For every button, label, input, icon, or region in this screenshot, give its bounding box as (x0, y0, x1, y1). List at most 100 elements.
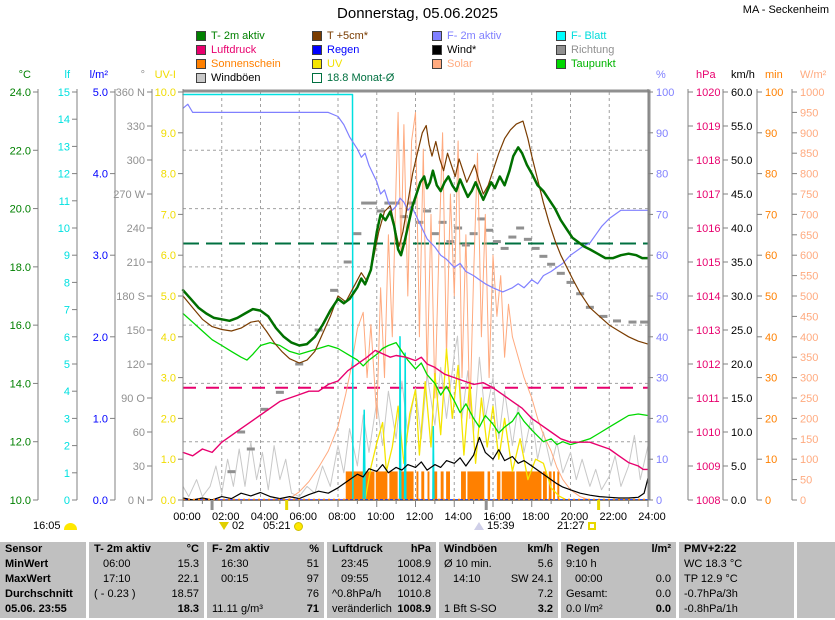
axis-tick-label: 70 (656, 209, 668, 221)
legend-item-regen[interactable]: Regen (312, 44, 359, 56)
axis-tick-label: 120 (127, 359, 145, 371)
table-cell: 23:45 (341, 558, 369, 570)
legend-checkbox[interactable] (556, 59, 566, 69)
axis-tick-label: 4 (64, 386, 70, 398)
table-column: T- 2m aktiv °C 06:00 15.3 17:10 22.1 ( - 0.23 … (89, 542, 204, 618)
axis-tick-label: 0.0 (731, 495, 746, 507)
table-col-header: Windböen (444, 543, 498, 555)
legend-item-sonnenschein[interactable]: Sonnenschein (196, 58, 281, 70)
axis-tick-label: 10 (58, 223, 70, 235)
legend-label: T +5cm* (327, 30, 369, 42)
axis-tick-label: 90 O (121, 393, 145, 405)
axis-tick-label: 10 (656, 454, 668, 466)
legend-item-t-2m-aktiv[interactable]: T- 2m aktiv (196, 30, 265, 42)
axis-tick-label: 180 S (116, 291, 145, 303)
moonset-marker: 02 (219, 519, 244, 533)
legend-label: Taupunkt (571, 58, 616, 70)
table-cell: -0.8hPa/1h (684, 603, 738, 615)
table-cell: 00:00 (575, 573, 603, 585)
x-tick-label: 20:00 (561, 511, 589, 523)
axis-tick-label: 40 (765, 332, 777, 344)
legend-checkbox[interactable] (312, 45, 322, 55)
legend-checkbox[interactable] (556, 31, 566, 41)
table-cell-value: 18.57 (171, 588, 199, 600)
legend-checkbox[interactable] (196, 31, 206, 41)
legend-checkbox[interactable] (196, 45, 206, 55)
axis-tick-label: 900 (800, 128, 818, 140)
x-tick-label: 18:00 (522, 511, 550, 523)
axis-title-lf: lf (65, 69, 71, 81)
axis-tick-label: 30 (765, 373, 777, 385)
legend-label: F- 2m aktiv (447, 30, 502, 42)
legend-label: Sonnenschein (211, 58, 281, 70)
legend-item-windb-en[interactable]: Windböen (196, 72, 261, 84)
legend-label: Richtung (571, 44, 615, 56)
legend-item-t-5cm-[interactable]: T +5cm* (312, 30, 368, 42)
sunshine-bar (433, 471, 438, 500)
legend-checkbox[interactable] (432, 59, 442, 69)
legend-label: F- Blatt (571, 30, 607, 42)
legend-item-18-8-monat-[interactable]: 18.8 Monat-Ø (312, 72, 394, 84)
axis-tick-label: 600 (800, 250, 818, 262)
axis-title-hpa: hPa (696, 69, 716, 81)
axis-tick-label: 3.0 (93, 250, 108, 262)
legend-item-solar[interactable]: Solar (432, 58, 473, 70)
legend-checkbox[interactable] (556, 45, 566, 55)
legend-checkbox[interactable] (312, 31, 322, 41)
legend-item-luftdruck[interactable]: Luftdruck (196, 44, 256, 56)
axis-tick-label: 450 (800, 311, 818, 323)
axis-tick-label: 240 (127, 223, 145, 235)
legend-checkbox[interactable] (312, 59, 322, 69)
table-cell-value: 76 (306, 588, 319, 600)
axis-tick-label: 1008 (696, 495, 720, 507)
legend-checkbox[interactable] (432, 45, 442, 55)
legend-item-f-blatt[interactable]: F- Blatt (556, 30, 606, 42)
x-tick-label: 00:00 (173, 511, 201, 523)
axis-tick-label: 1010 (696, 427, 720, 439)
legend-checkbox[interactable] (432, 31, 442, 41)
station-name: MA - Seckenheim (742, 4, 829, 16)
axis-tick-label: 15 (58, 87, 70, 99)
table-cell-value: 1012.4 (397, 573, 431, 585)
axis-tick-label: 14 (58, 114, 70, 126)
x-tick-label: 08:00 (328, 511, 356, 523)
axis-tick-label: 800 (800, 169, 818, 181)
legend-checkbox[interactable] (196, 59, 206, 69)
axis-tick-label: 1018 (696, 155, 720, 167)
axis-tick-label: 0.0 (93, 495, 108, 507)
moonset-time: 02 (232, 520, 245, 532)
legend-item-richtung[interactable]: Richtung (556, 44, 614, 56)
axis-tick-label: 50.0 (731, 155, 752, 167)
table-col-header: Luftdruck (332, 543, 383, 555)
axis-tick-label: 10.0 (10, 495, 31, 507)
axis-tick-label: 10.0 (731, 427, 752, 439)
axis-tick-label: 100 (765, 87, 783, 99)
table-cell: Ø 10 min. (444, 558, 492, 570)
axis-tick-label: 8 (64, 277, 70, 289)
legend-label: Solar (447, 58, 473, 70)
table-cell-value: 7.2 (537, 588, 553, 600)
legend-checkbox[interactable] (312, 73, 322, 83)
axis-tick-label: 10 (765, 454, 777, 466)
axis-tick-label: 6 (64, 332, 70, 344)
x-tick-label: 10:00 (367, 511, 395, 523)
axis-tick-label: 30 (656, 373, 668, 385)
table-cell-value: 97 (306, 573, 319, 585)
legend-item-uv[interactable]: UV (312, 58, 342, 70)
axis-tick-label: 90 (656, 128, 668, 140)
axis-tick-label: 550 (800, 271, 818, 283)
legend-label: Wind* (447, 44, 477, 56)
legend-item-f-2m-aktiv[interactable]: F- 2m aktiv (432, 30, 501, 42)
axis-tick-label: 50 (765, 291, 777, 303)
axis-tick-label: 5.0 (93, 87, 108, 99)
axis-tick-label: 1019 (696, 121, 720, 133)
legend-checkbox[interactable] (196, 73, 206, 83)
legend-item-wind-[interactable]: Wind* (432, 44, 476, 56)
legend-item-taupunkt[interactable]: Taupunkt (556, 58, 616, 70)
table-col-header: Regen (566, 543, 600, 555)
table-col-header: F- 2m aktiv (212, 543, 270, 555)
sunshine-bar (487, 471, 491, 500)
table-cell-value: 5.6 (537, 558, 553, 570)
table-cell-value: 1010.8 (397, 588, 431, 600)
